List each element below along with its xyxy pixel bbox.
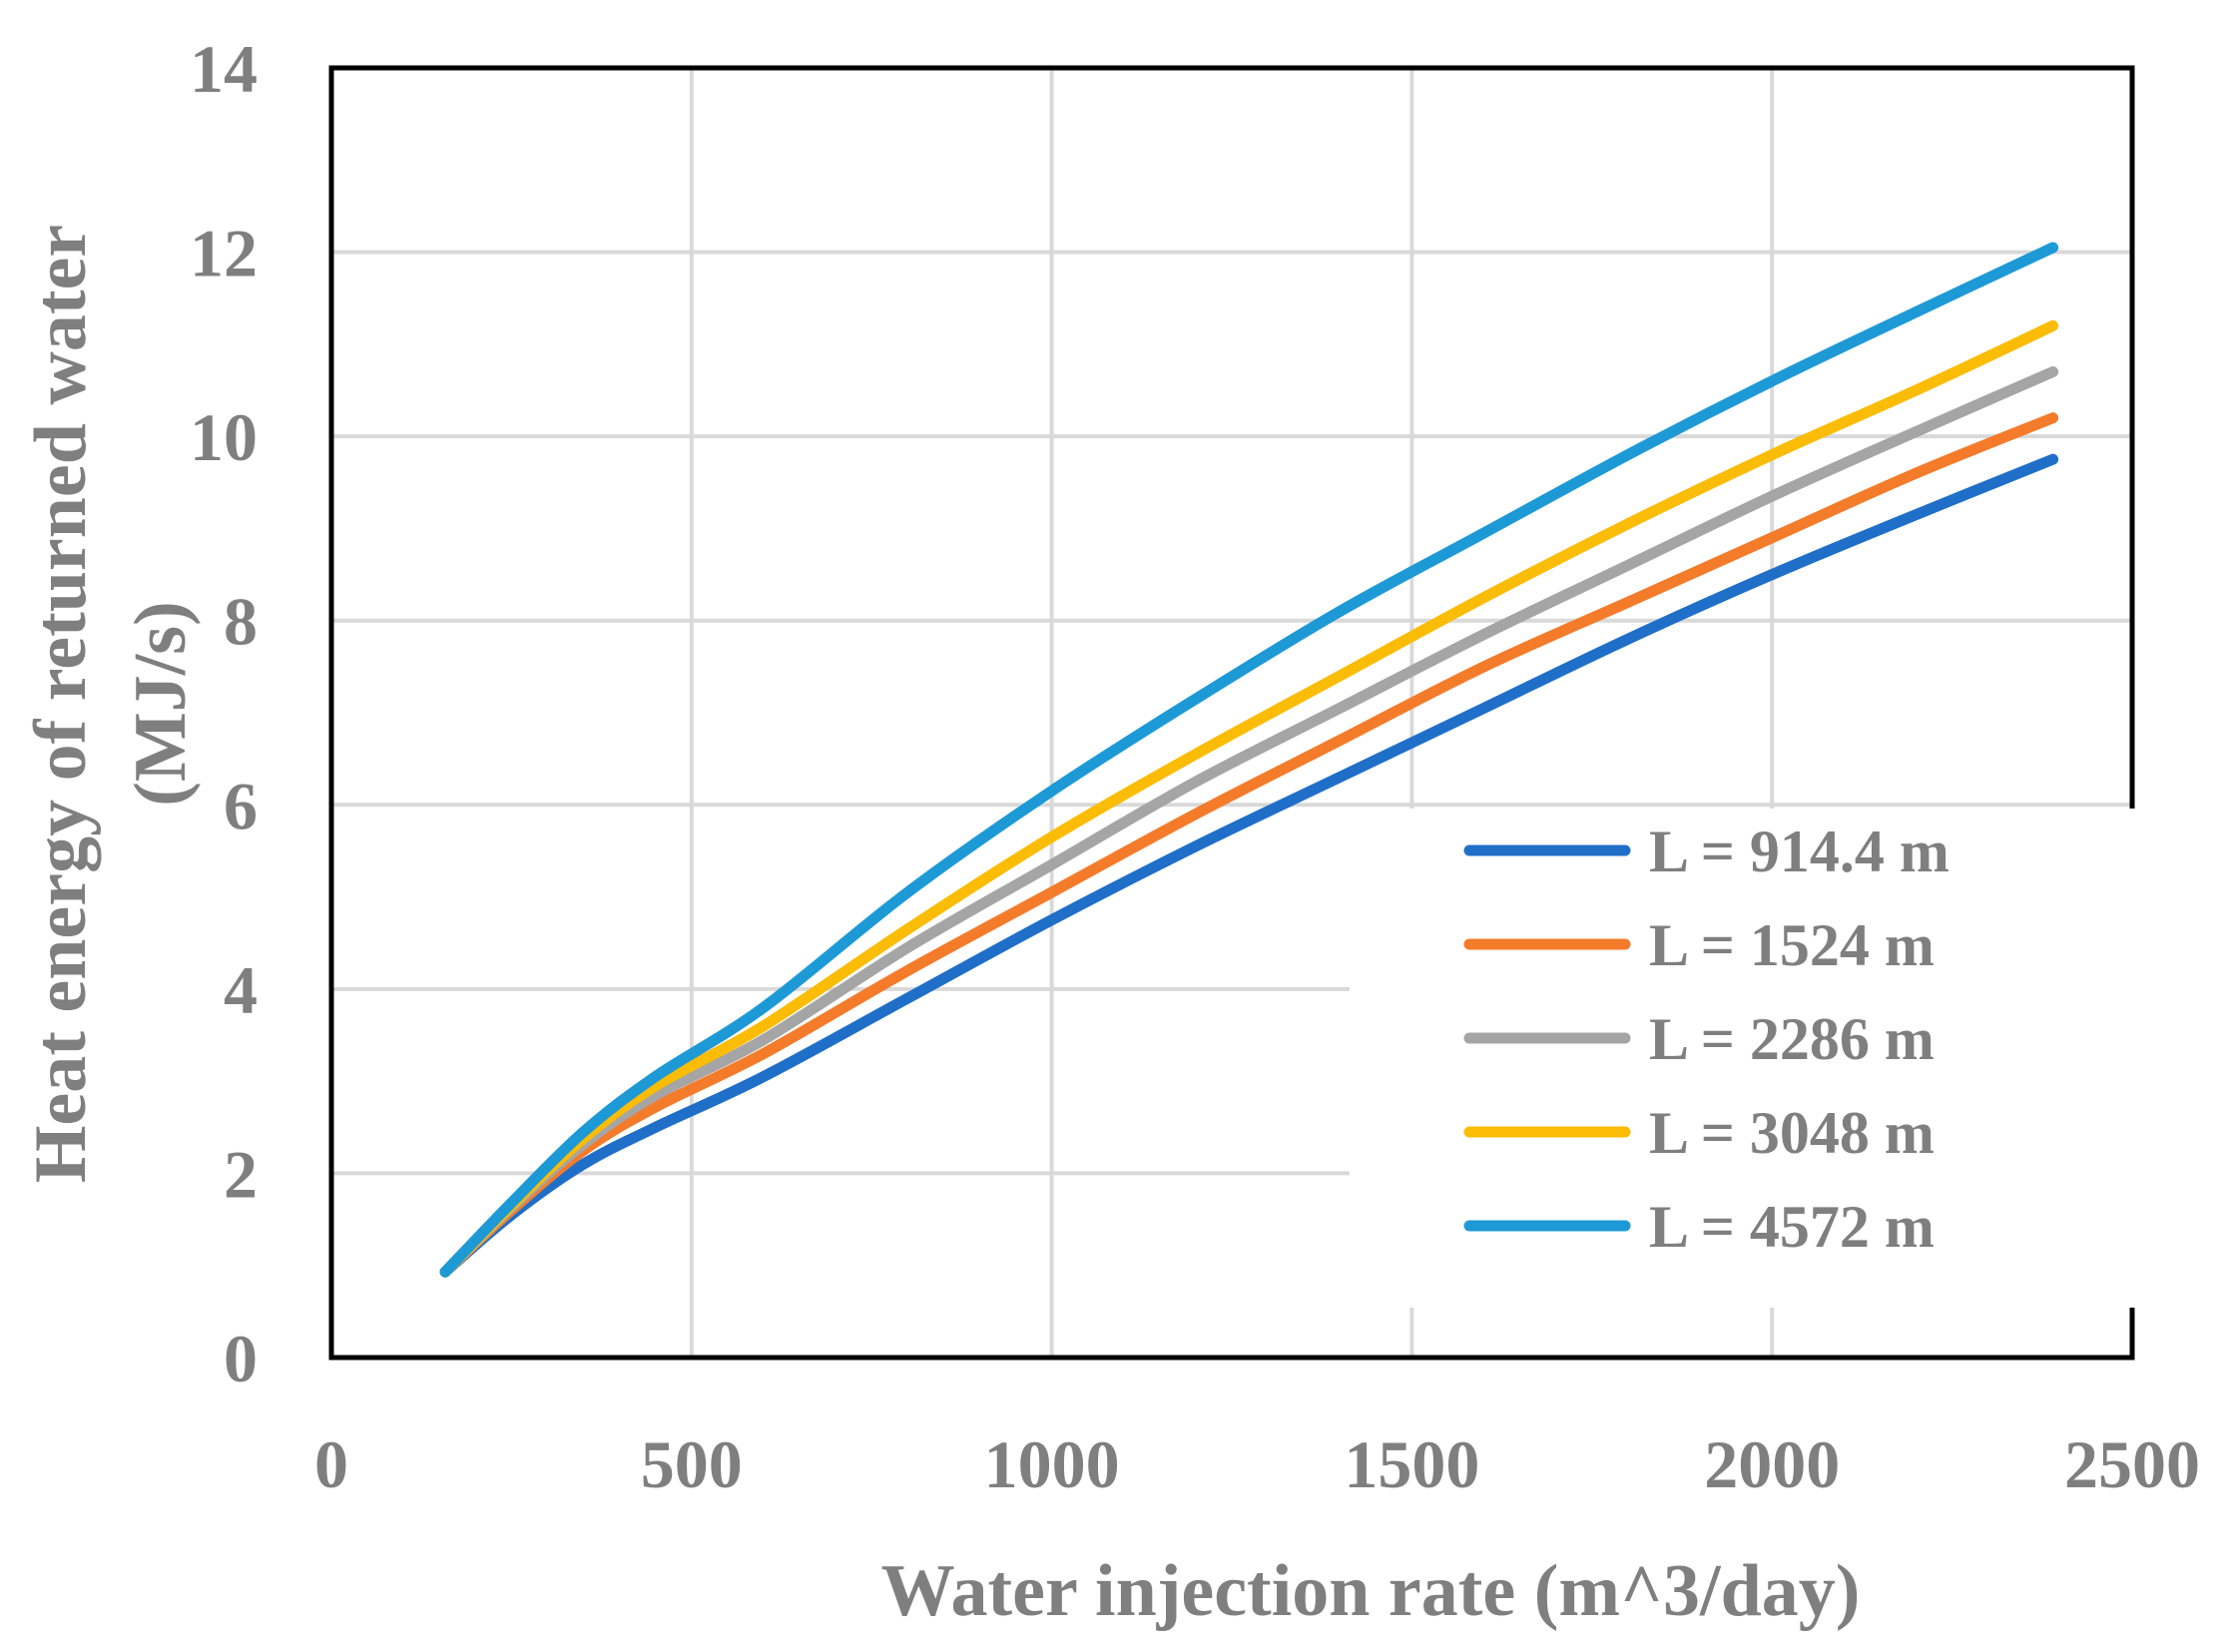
series-line-2 bbox=[439, 412, 2059, 1278]
x-tick-label: 500 bbox=[641, 1426, 743, 1502]
x-tick-label: 2000 bbox=[1704, 1426, 1840, 1502]
y-tick-label: 4 bbox=[224, 952, 258, 1028]
x-tick-label: 2500 bbox=[2064, 1426, 2200, 1502]
series-line-1 bbox=[439, 453, 2059, 1278]
x-tick-label: 1500 bbox=[1344, 1426, 1479, 1502]
legend-label-2: L = 1524 m bbox=[1649, 912, 1935, 978]
y-tick-labels: 0 2 4 6 8 10 12 14 bbox=[190, 31, 258, 1396]
x-tick-label: 0 bbox=[314, 1426, 348, 1502]
plot-area-frame bbox=[328, 65, 2135, 1361]
y-tick-label: 14 bbox=[190, 31, 258, 107]
y-tick-label: 6 bbox=[224, 768, 258, 843]
y-tick-label: 10 bbox=[190, 399, 258, 475]
x-tick-labels: 0 500 1000 1500 2000 2500 bbox=[314, 1426, 2200, 1502]
y-tick-label: 2 bbox=[224, 1136, 258, 1212]
series-line-5 bbox=[439, 242, 2059, 1278]
series-line-3 bbox=[439, 366, 2059, 1278]
legend-label-3: L = 2286 m bbox=[1649, 1006, 1935, 1072]
y-tick-label: 8 bbox=[224, 584, 258, 660]
legend-label-5: L = 4572 m bbox=[1649, 1194, 1935, 1260]
y-axis-title-line-2: (MJ/s) bbox=[120, 601, 202, 807]
legend-label-1: L = 914.4 m bbox=[1649, 819, 1950, 884]
series-line-4 bbox=[439, 319, 2059, 1278]
x-axis-title: Water injection rate (m^3/day) bbox=[881, 1550, 1861, 1632]
y-tick-label: 12 bbox=[190, 216, 258, 291]
series-lines bbox=[439, 242, 2059, 1278]
legend: L = 914.4 m L = 1524 m L = 2286 m L = 3048 … bbox=[1350, 809, 2148, 1308]
y-axis-title-line-1: Heat energy of returned water bbox=[20, 225, 102, 1183]
y-tick-label: 0 bbox=[224, 1321, 258, 1396]
legend-label-4: L = 3048 m bbox=[1649, 1100, 1935, 1166]
x-tick-label: 1000 bbox=[984, 1426, 1120, 1502]
